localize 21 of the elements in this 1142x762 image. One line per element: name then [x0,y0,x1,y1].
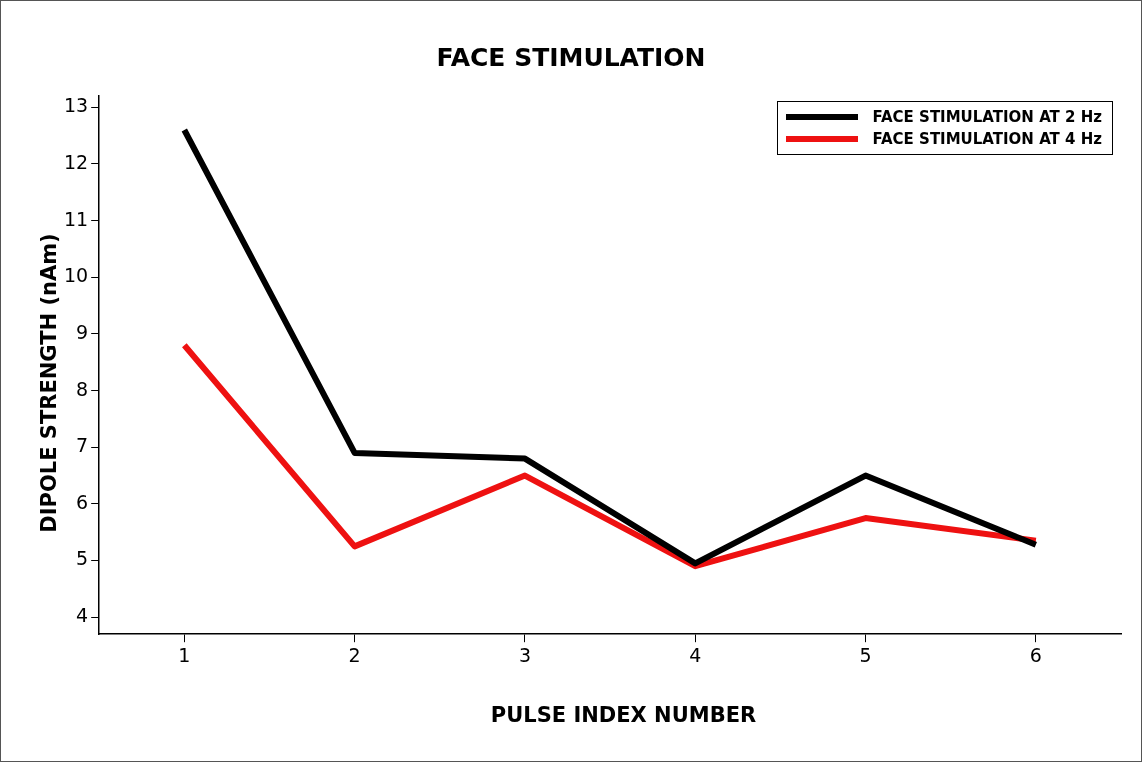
y-tick-label: 12 [63,150,89,173]
y-tick-label: 7 [76,434,89,457]
x-tick-label: 6 [1029,643,1042,666]
y-tick-label: 4 [76,604,89,627]
x-tick-label: 1 [178,643,191,666]
y-tick-label: 6 [76,490,89,513]
x-tick-label: 3 [518,643,531,666]
x-tick-label: 2 [348,643,361,666]
y-tick-label: 10 [63,264,89,287]
y-tick-label: 13 [63,94,89,117]
y-tick-label: 9 [76,320,89,343]
y-tick-label: 5 [76,547,89,570]
x-tick-label: 5 [859,643,872,666]
legend-label: FACE STIMULATION AT 4 Hz [872,130,1102,148]
x-axis-title: PULSE INDEX NUMBER [489,703,758,727]
legend-label: FACE STIMULATION AT 2 Hz [872,108,1102,126]
chart-title: FACE STIMULATION [435,43,707,72]
y-axis-title: DIPOLE STRENGTH (nAm) [37,233,61,533]
y-tick-label: 8 [76,377,89,400]
x-tick-label: 4 [689,643,702,666]
y-tick-label: 11 [63,207,89,230]
